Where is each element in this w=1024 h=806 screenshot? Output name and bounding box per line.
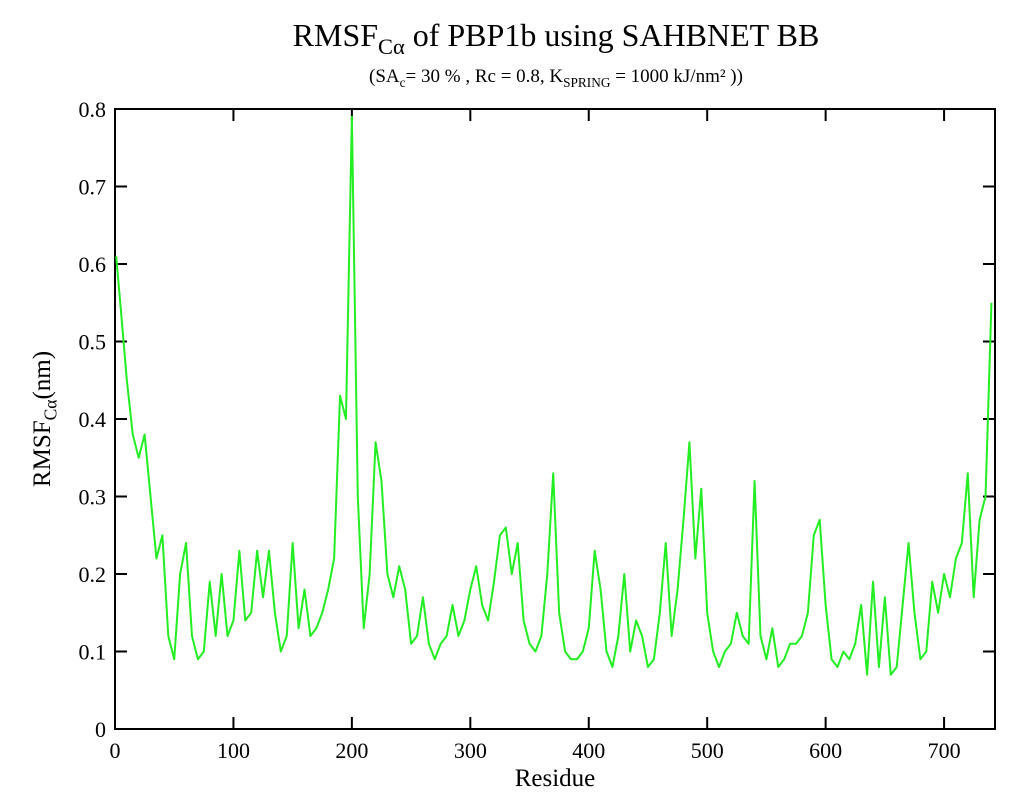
y-tick-label: 0.7 — [79, 175, 107, 200]
y-tick-label: 0.8 — [79, 97, 107, 122]
x-tick-label: 300 — [454, 738, 487, 763]
y-tick-label: 0.3 — [79, 485, 107, 510]
y-axis-label: RMSFCα(nm) — [29, 351, 60, 487]
chart-title-part: of PBP1b using SAHBNET BB — [405, 17, 820, 53]
x-axis-label: Residue — [515, 765, 596, 792]
chart-subtitle: (SAc= 30 % , Rc = 0.8, KSPRING = 1000 kJ… — [369, 66, 743, 90]
x-tick-label: 600 — [809, 738, 842, 763]
x-tick-label: 500 — [691, 738, 724, 763]
y-tick-label: 0.6 — [79, 252, 107, 277]
y-tick-label: 0.2 — [79, 562, 107, 587]
x-tick-label: 700 — [928, 738, 961, 763]
x-tick-label: 0 — [110, 738, 121, 763]
x-axis-label-part: Residue — [515, 765, 596, 792]
y-axis-label-part: Cα — [40, 400, 60, 421]
chart-subtitle-part: = 1000 kJ/nm² )) — [610, 66, 743, 87]
chart-subtitle-part: (SA — [369, 66, 400, 87]
chart-subtitle-part: SPRING — [563, 75, 611, 90]
y-axis-label-part: RMSF — [29, 420, 56, 487]
y-tick-label: 0.5 — [79, 330, 107, 355]
x-tick-label: 400 — [572, 738, 605, 763]
chart-subtitle-part: c — [400, 75, 406, 90]
y-tick-label: 0.1 — [79, 640, 107, 665]
x-tick-label: 200 — [335, 738, 368, 763]
chart-title-part: Cα — [378, 34, 405, 59]
chart-title-part: RMSF — [293, 17, 378, 53]
x-tick-label: 100 — [217, 738, 250, 763]
chart-subtitle-part: = 30 % , Rc = 0.8, K — [406, 66, 564, 87]
y-tick-label: 0.4 — [79, 407, 107, 432]
chart-title: RMSFCα of PBP1b using SAHBNET BB — [293, 17, 820, 59]
y-tick-label: 0 — [95, 717, 106, 742]
y-axis-label-part: (nm) — [29, 351, 56, 400]
data-line — [115, 115, 993, 676]
